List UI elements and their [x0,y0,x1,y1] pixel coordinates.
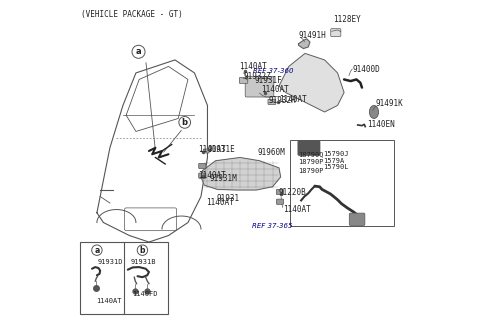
Text: REF 37-365: REF 37-365 [252,223,293,230]
Text: 91931D: 91931D [97,258,123,265]
FancyBboxPatch shape [203,149,209,153]
Text: 91491K: 91491K [376,99,404,108]
Text: 15790J: 15790J [323,151,348,157]
FancyBboxPatch shape [245,76,274,97]
Text: 1140AT: 1140AT [198,145,226,154]
Text: 18790Q: 18790Q [299,151,324,157]
Text: 1140AT: 1140AT [96,298,122,304]
FancyBboxPatch shape [268,99,276,105]
Polygon shape [202,157,281,190]
Text: 18790P: 18790P [299,168,324,174]
Text: 18790P: 18790P [299,159,324,165]
Text: 91931: 91931 [216,194,240,203]
Text: 91932H: 91932H [269,96,296,105]
Text: 91931F: 91931F [254,75,282,85]
Text: 1140EN: 1140EN [367,120,395,130]
Text: 91931E: 91931E [207,145,235,154]
Text: b: b [182,118,188,127]
Text: 91220B: 91220B [278,188,306,197]
Ellipse shape [370,106,379,118]
FancyBboxPatch shape [240,77,248,83]
Text: 91960M: 91960M [258,148,286,157]
Text: 1128EY: 1128EY [333,15,360,24]
Text: a: a [136,47,141,56]
Text: 1140FD: 1140FD [132,291,157,297]
Text: 1140AT: 1140AT [198,171,226,180]
FancyBboxPatch shape [199,163,206,169]
Text: 1140AT: 1140AT [279,95,307,104]
FancyBboxPatch shape [349,213,365,225]
FancyBboxPatch shape [276,199,284,204]
Text: 91931B: 91931B [131,258,156,265]
Text: a: a [94,246,99,255]
Text: 91931M: 91931M [209,174,237,183]
Text: 1140AT: 1140AT [206,197,234,207]
Text: (VEHICLE PACKAGE - GT): (VEHICLE PACKAGE - GT) [81,10,182,18]
Text: 15790L: 15790L [323,164,348,170]
FancyBboxPatch shape [331,29,341,36]
Text: 1140AT: 1140AT [262,85,289,94]
Text: 91491H: 91491H [299,31,326,40]
FancyBboxPatch shape [199,173,206,178]
Text: REF 37-360: REF 37-360 [253,68,293,74]
Text: 91932Z: 91932Z [243,72,271,81]
Text: 91400D: 91400D [352,65,380,74]
Text: 1579A: 1579A [323,158,344,164]
Text: 1140AT: 1140AT [283,205,311,214]
FancyBboxPatch shape [276,189,284,195]
Text: 1140AT: 1140AT [240,62,267,71]
Polygon shape [279,53,344,112]
Polygon shape [299,39,310,49]
FancyBboxPatch shape [298,141,320,155]
Text: b: b [140,246,145,255]
